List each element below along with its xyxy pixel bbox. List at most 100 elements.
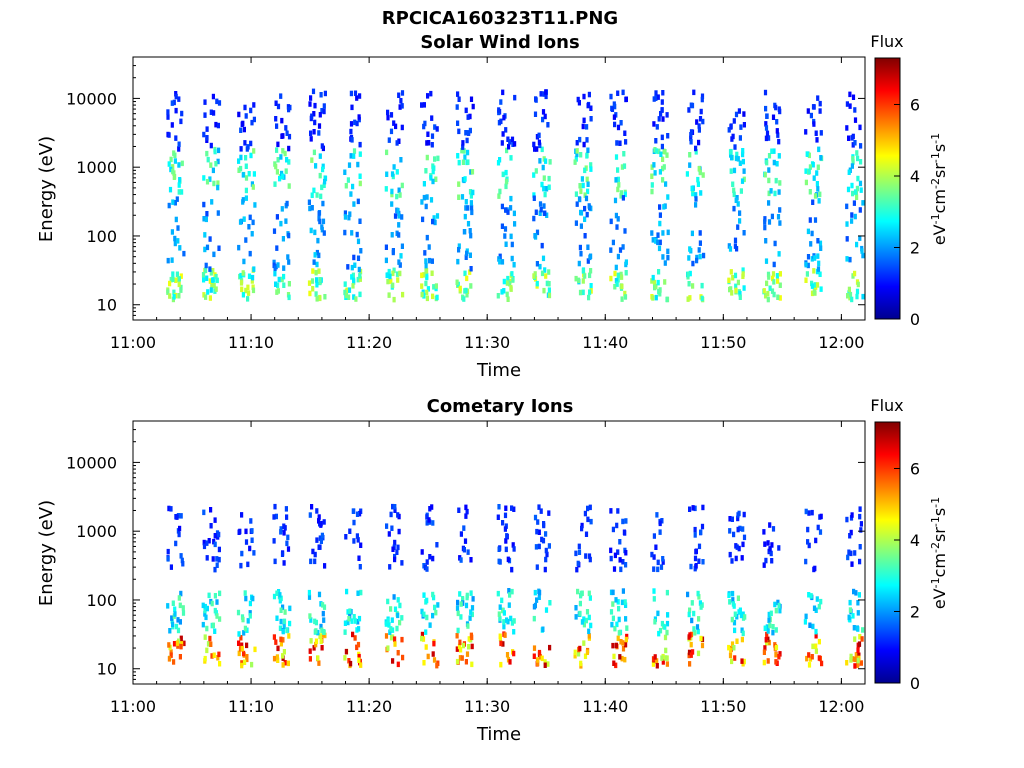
heatmap-cell	[204, 262, 208, 269]
heatmap-cell	[464, 602, 469, 609]
heatmap-cell	[346, 264, 350, 270]
heatmap-cell	[808, 656, 813, 662]
heatmap-cell	[694, 563, 698, 569]
heatmap-cell	[848, 256, 852, 263]
heatmap-cell	[251, 595, 255, 602]
heatmap-cell	[272, 259, 276, 266]
heatmap-cell	[575, 566, 579, 573]
heatmap-cell	[589, 518, 593, 525]
heatmap-cell	[736, 595, 740, 601]
heatmap-cell	[740, 627, 744, 633]
heatmap-cell	[653, 654, 657, 660]
heatmap-cell	[537, 594, 541, 600]
heatmap-cell	[577, 651, 581, 657]
heatmap-cell	[356, 161, 360, 168]
heatmap-cell	[769, 610, 773, 617]
heatmap-cell	[625, 625, 629, 631]
heatmap-cell	[734, 197, 738, 203]
heatmap-cell	[356, 238, 361, 245]
heatmap-cell	[285, 200, 289, 207]
heatmap-cell	[209, 270, 213, 276]
heatmap-cell	[622, 151, 626, 157]
heatmap-cell	[286, 546, 291, 552]
heatmap-cell	[848, 607, 852, 613]
heatmap-cell	[542, 287, 546, 294]
heatmap-cell	[273, 265, 277, 271]
heatmap-cell	[218, 616, 222, 622]
heatmap-cell	[237, 158, 241, 164]
heatmap-cell	[426, 131, 430, 137]
heatmap-cell	[213, 517, 217, 523]
heatmap-cell	[309, 130, 313, 136]
heatmap-cell	[806, 262, 810, 269]
heatmap-cell	[583, 510, 587, 517]
heatmap-cell	[468, 269, 472, 275]
heatmap-cell	[852, 625, 856, 631]
heatmap-cell	[273, 503, 277, 510]
heatmap-cell	[665, 661, 669, 667]
heatmap-cell	[577, 543, 581, 550]
heatmap-cell	[174, 135, 178, 141]
heatmap-cell	[507, 144, 511, 150]
heatmap-cell	[850, 163, 854, 169]
heatmap-cell	[209, 142, 213, 149]
heatmap-cell	[389, 626, 393, 632]
heatmap-cell	[468, 189, 473, 195]
heatmap-cell	[816, 238, 820, 244]
heatmap-cell	[399, 98, 403, 104]
heatmap-cell	[455, 646, 459, 652]
heatmap-cell	[287, 281, 291, 287]
heatmap-cell	[357, 657, 361, 663]
heatmap-cell	[654, 138, 658, 144]
heatmap-cell	[463, 288, 467, 294]
heatmap-cell	[283, 150, 287, 157]
heatmap-cell	[742, 230, 746, 236]
heatmap-cell	[215, 562, 219, 568]
heatmap-cell	[354, 296, 358, 302]
heatmap-cell	[589, 283, 593, 289]
heatmap-cell	[535, 597, 539, 603]
heatmap-cell	[544, 547, 548, 554]
heatmap-cell	[252, 550, 256, 556]
heatmap-cell	[169, 156, 173, 163]
heatmap-cell	[611, 239, 615, 246]
heatmap-cell	[317, 514, 321, 520]
heatmap-cell	[385, 171, 389, 177]
heatmap-cell	[398, 602, 402, 609]
heatmap-cell	[729, 647, 733, 653]
heatmap-cell	[812, 175, 816, 181]
heatmap-cell	[819, 130, 823, 136]
heatmap-cell	[284, 506, 288, 512]
heatmap-cell	[395, 140, 399, 146]
heatmap-cell	[272, 634, 276, 640]
heatmap-cell	[173, 200, 177, 206]
heatmap-cell	[180, 189, 184, 195]
heatmap-cell	[851, 155, 855, 162]
heatmap-cell	[497, 256, 501, 262]
heatmap-cell	[623, 656, 627, 663]
heatmap-cell	[688, 607, 692, 613]
heatmap-cell	[768, 522, 772, 528]
heatmap-cell	[210, 199, 214, 205]
heatmap-cell	[733, 611, 737, 617]
heatmap-cell	[393, 556, 397, 563]
heatmap-cell	[811, 199, 815, 205]
heatmap-cell	[315, 192, 319, 198]
heatmap-cell	[621, 588, 625, 594]
heatmap-cell	[436, 602, 440, 608]
heatmap-cell	[466, 205, 470, 211]
heatmap-cell	[425, 194, 429, 200]
heatmap-cell	[573, 653, 577, 659]
heatmap-cell	[738, 210, 742, 216]
heatmap-cell	[343, 620, 347, 626]
heatmap-cell	[318, 112, 322, 118]
heatmap-cell	[460, 194, 465, 200]
heatmap-cell	[501, 641, 505, 647]
heatmap-cell	[392, 594, 396, 600]
heatmap-cell	[697, 139, 701, 146]
heatmap-cell	[700, 93, 705, 99]
heatmap-cell	[276, 657, 280, 663]
heatmap-cell	[455, 658, 460, 665]
y-tick-label: 10	[97, 660, 117, 679]
heatmap-cell	[818, 108, 822, 114]
